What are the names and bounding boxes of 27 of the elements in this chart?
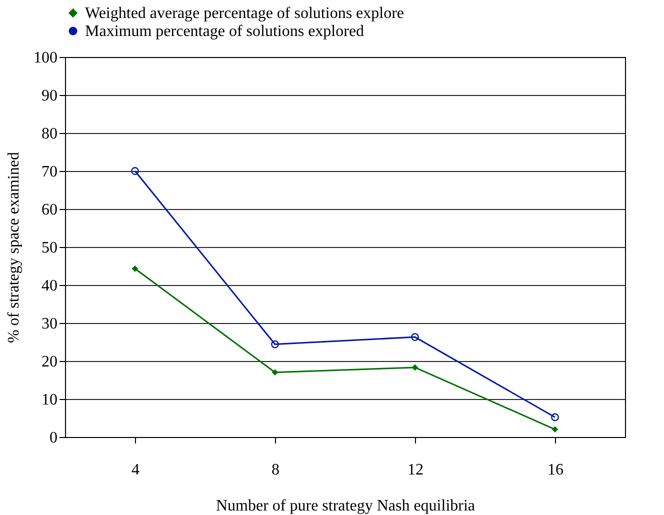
y-tick-label: 20 [42, 354, 58, 370]
y-tick-label: 40 [42, 278, 58, 294]
y-tick-label: 50 [42, 240, 58, 256]
y-tick-label: 30 [42, 316, 58, 332]
point [552, 426, 558, 433]
y-tick-label: 60 [42, 202, 58, 218]
point [551, 413, 559, 422]
legend-label: Maximum percentage of solutions explored [85, 23, 364, 40]
point [412, 364, 418, 371]
y-tick-label: 90 [42, 88, 58, 104]
x-tick-label: 12 [408, 462, 424, 478]
point [411, 333, 419, 342]
x-tick-label: 16 [548, 462, 564, 478]
y-tick-label: 80 [42, 126, 58, 142]
y-tick-label: 10 [42, 392, 58, 408]
legend-label: Weighted average percentage of solutions explore [85, 5, 404, 22]
y-tick-label: 100 [34, 50, 58, 66]
y-tick-label: 70 [42, 164, 58, 180]
x-tick-label: 4 [132, 462, 140, 478]
point [132, 266, 138, 272]
point [131, 167, 139, 175]
y-axis-title: % of strategy space examined [6, 152, 22, 344]
x-axis-title: Number of pure strategy Nash equilibria [216, 498, 476, 514]
x-tick-label: 8 [272, 462, 280, 478]
y-tick-label: 0 [50, 430, 58, 446]
point [272, 369, 278, 376]
point [271, 340, 279, 348]
